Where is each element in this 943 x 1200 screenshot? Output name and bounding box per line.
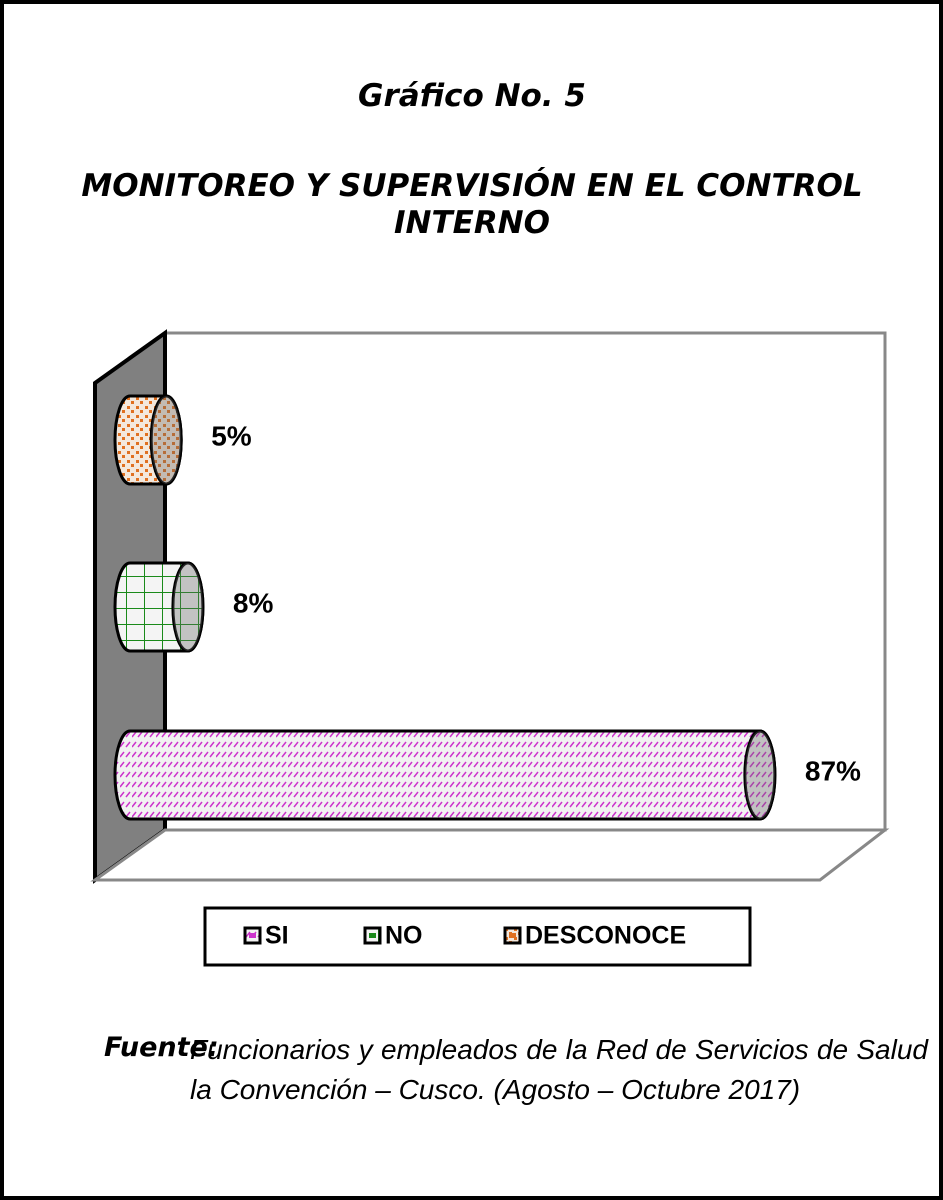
bar-cap [171, 561, 205, 653]
data-label: 87% [805, 755, 861, 786]
legend-label: DESCONOCE [525, 922, 686, 950]
subtitle-line: MONITOREO Y SUPERVISIÓN EN EL CONTROL [81, 167, 862, 204]
data-label: 5% [211, 420, 252, 451]
bar [113, 729, 777, 821]
source-label: Fuente: [104, 1032, 219, 1063]
bar-cap-shade [151, 396, 182, 484]
legend-swatch-color [369, 933, 376, 938]
floor [90, 828, 890, 882]
legend-label: NO [385, 922, 423, 950]
bar-cap [149, 394, 183, 486]
bar-cap-shade [172, 563, 203, 651]
legend-swatch-color [249, 933, 256, 938]
subtitle-line: INTERNO [394, 205, 550, 241]
data-label: 8% [233, 587, 274, 618]
legend-swatch-color [509, 933, 516, 938]
bar-cap-shade [744, 731, 775, 819]
source-text: Funcionarios y empleados de la Red de Se… [190, 1034, 928, 1105]
bar-cap [743, 729, 777, 821]
legend-label: SI [265, 922, 289, 950]
legend [203, 906, 752, 967]
chart-title: Gráfico No. 5 [358, 78, 586, 114]
chart-subtitle: MONITOREO Y SUPERVISIÓN EN EL CONTROL INT… [81, 167, 862, 241]
